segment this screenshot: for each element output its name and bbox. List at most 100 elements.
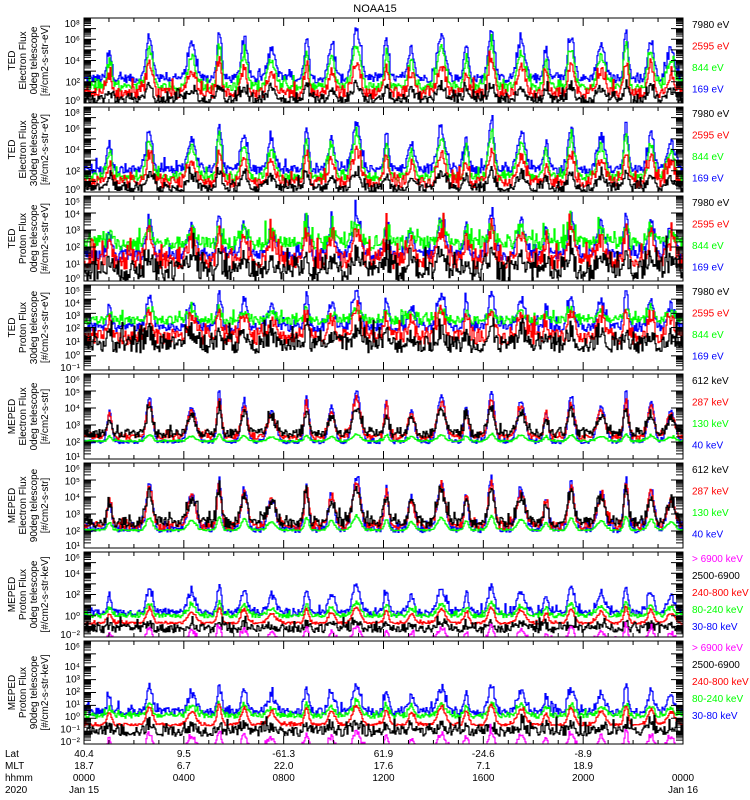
y-tick-label: 10² <box>66 687 81 698</box>
y-axis-label-line: TED <box>7 140 18 160</box>
legend-entry: > 6900 keV <box>692 554 743 565</box>
y-axis-label-line: MEPED <box>7 488 18 524</box>
y-axis-label-line: [#/cm2-s-str-eV] <box>40 114 51 185</box>
y-tick-label: 10² <box>66 324 81 335</box>
y-tick-label: 10² <box>66 166 81 177</box>
series-line-169-ev <box>84 115 683 175</box>
panel-traces <box>84 289 683 354</box>
legend-entry: 844 eV <box>692 241 724 252</box>
legend-entry: 80-240 keV <box>692 694 743 705</box>
y-tick-label: 10⁶ <box>65 124 80 135</box>
panel-5: 10⁶ 10⁵ 10⁴ 10³ 10² 10¹ MEPED Electron Flux 0deg… <box>7 373 729 463</box>
panel-2: 10⁸ 10⁶ 10⁴ 10² 10⁰ TED Electron Flux 30deg tel… <box>7 106 730 196</box>
y-tick-label: 10⁰ <box>65 185 80 196</box>
series-line-612-kev <box>84 480 683 529</box>
y-axis-label-line: [#/cm2-s-str-eV] <box>40 292 51 363</box>
series-line-2595-ev <box>84 145 683 189</box>
y-axis-label-line: TED <box>7 229 18 249</box>
y-tick-label: 10⁻¹ <box>60 363 80 374</box>
x-lat-label: 40.4 <box>74 749 94 760</box>
legend-entry: 287 keV <box>692 398 729 409</box>
y-axis-label-line: [#/cm2-s-str-eV] <box>40 25 51 96</box>
legend-entry: 30-80 keV <box>692 622 738 633</box>
y-tick-label: 10¹ <box>66 337 81 348</box>
legend-entry: 7980 eV <box>692 287 730 298</box>
y-tick-label: 10¹ <box>66 452 81 463</box>
series-line-612-kev <box>84 400 683 439</box>
y-tick-label: 10⁰ <box>65 611 80 622</box>
series-line-2500-6900 <box>84 615 683 634</box>
series-line-7980-ev <box>84 317 683 354</box>
y-tick-label: 10⁶ <box>65 553 80 564</box>
y-axis-label-line: [#/cm2-s-str-eV] <box>40 203 51 274</box>
y-tick-label: 10⁴ <box>65 662 80 673</box>
legend-entry: 169 eV <box>692 174 724 185</box>
y-tick-label: 10⁻¹ <box>60 725 80 736</box>
y-tick-label: 10⁻² <box>60 630 80 641</box>
y-tick-label: 10⁻² <box>60 737 80 748</box>
legend-entry: 80-240 keV <box>692 605 743 616</box>
series-line-2595-ev <box>84 212 683 270</box>
y-axis-label-line: MEPED <box>7 399 18 435</box>
y-tick-label: 10⁰ <box>65 712 80 723</box>
y-tick-label: 10⁵ <box>65 388 80 399</box>
x-mlt-label: 18.7 <box>74 761 94 772</box>
y-tick-label: 10⁴ <box>65 299 80 310</box>
x-lat-label: -8.9 <box>575 749 593 760</box>
x-mlt-label: 22.0 <box>274 761 294 772</box>
y-axis-label-line: 0deg telescope <box>29 26 40 94</box>
y-tick-label: 10³ <box>66 510 81 521</box>
y-tick-label: 10⁶ <box>65 35 80 46</box>
y-axis-label-line: TED <box>7 318 18 338</box>
legend-entry: > 6900 keV <box>692 643 743 654</box>
panel-traces <box>84 474 683 534</box>
x-row-label: hhmm <box>5 773 33 784</box>
y-axis-label-line: [#/cm2-s-str-keV] <box>40 556 51 632</box>
series-line-30-80-kev <box>84 583 683 617</box>
x-mlt-label: 6.7 <box>177 761 191 772</box>
series-line-80-240-kev <box>84 697 683 719</box>
y-tick-label: 10⁶ <box>65 464 80 475</box>
legend-entry: 169 eV <box>692 85 724 96</box>
y-tick-label: 10⁵ <box>65 286 80 297</box>
y-tick-label: 10⁸ <box>65 19 80 30</box>
legend-entry: 169 eV <box>692 352 724 363</box>
y-axis-label-line: 90deg telescope <box>29 468 40 542</box>
y-axis-label-line: [#/cm2-s-str] <box>40 389 51 445</box>
legend-entry: 169 eV <box>692 263 724 274</box>
y-axis-label-line: MEPED <box>7 577 18 613</box>
y-tick-label: 10⁴ <box>65 145 80 156</box>
x-lat-label: -24.6 <box>472 749 495 760</box>
y-tick-label: 10² <box>66 77 81 88</box>
panel-1: 10⁸ 10⁶ 10⁴ 10² 10⁰ TED Electron Flux 0deg tele… <box>7 17 730 107</box>
panel-traces <box>84 390 683 445</box>
panel-traces <box>84 682 683 744</box>
legend-entry: 130 keV <box>692 508 729 519</box>
y-axis-label-line: Proton Flux <box>18 213 29 264</box>
x-hhmm-label: 0000 <box>73 773 96 784</box>
x-mlt-label: 7.1 <box>476 761 490 772</box>
y-tick-label: 10³ <box>66 226 81 237</box>
y-axis-label-line: Electron Flux <box>18 476 29 534</box>
legend-entry: 844 eV <box>692 330 724 341</box>
chart-title: NOAA15 <box>353 3 396 15</box>
y-tick-label: 10⁴ <box>65 493 80 504</box>
x-hhmm-label: 0400 <box>173 773 196 784</box>
legend-entry: 2595 eV <box>692 42 730 53</box>
series-line-130-kev <box>84 432 683 443</box>
x-row-label: MLT <box>5 761 24 772</box>
legend-entry: 7980 eV <box>692 109 730 120</box>
y-axis-label-line: MEPED <box>7 675 18 711</box>
y-axis-label-line: Proton Flux <box>18 667 29 718</box>
y-tick-label: 10⁶ <box>65 642 80 653</box>
y-axis-label-line: [#/cm2-s-str] <box>40 478 51 534</box>
y-axis-label-line: Electron Flux <box>18 120 29 178</box>
y-tick-label: 10⁶ <box>65 375 80 386</box>
y-axis-label-line: [#/cm2-s-str-keV] <box>40 654 51 730</box>
y-axis-label-line: 90deg telescope <box>29 655 40 729</box>
legend-entry: 2595 eV <box>692 309 730 320</box>
legend-entry: 40 keV <box>692 441 723 452</box>
legend-entry: 844 eV <box>692 152 724 163</box>
